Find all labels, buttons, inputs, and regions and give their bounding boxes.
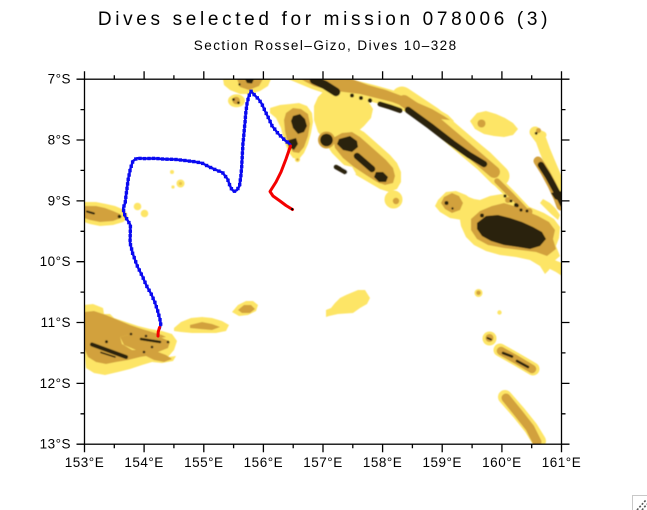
svg-text:153°E: 153°E: [65, 455, 104, 470]
svg-text:156°E: 156°E: [244, 455, 283, 470]
svg-text:10°S: 10°S: [40, 254, 71, 269]
svg-text:157°E: 157°E: [303, 455, 342, 470]
svg-text:8°S: 8°S: [48, 133, 71, 148]
svg-text:13°S: 13°S: [40, 437, 71, 452]
svg-text:159°E: 159°E: [422, 455, 461, 470]
svg-text:11°S: 11°S: [41, 315, 71, 330]
svg-text:9°S: 9°S: [48, 193, 71, 208]
svg-text:161°E: 161°E: [542, 455, 581, 470]
svg-text:154°E: 154°E: [124, 455, 163, 470]
svg-text:158°E: 158°E: [363, 455, 402, 470]
svg-text:155°E: 155°E: [184, 455, 223, 470]
svg-text:Section Rossel–Gizo, Dives 10–: Section Rossel–Gizo, Dives 10–328: [194, 38, 458, 53]
svg-text:12°S: 12°S: [40, 376, 71, 391]
svg-text:160°E: 160°E: [482, 455, 521, 470]
svg-text:7°S: 7°S: [48, 72, 71, 87]
svg-text:Dives selected for mission 078: Dives selected for mission 078006 (3): [98, 9, 551, 30]
